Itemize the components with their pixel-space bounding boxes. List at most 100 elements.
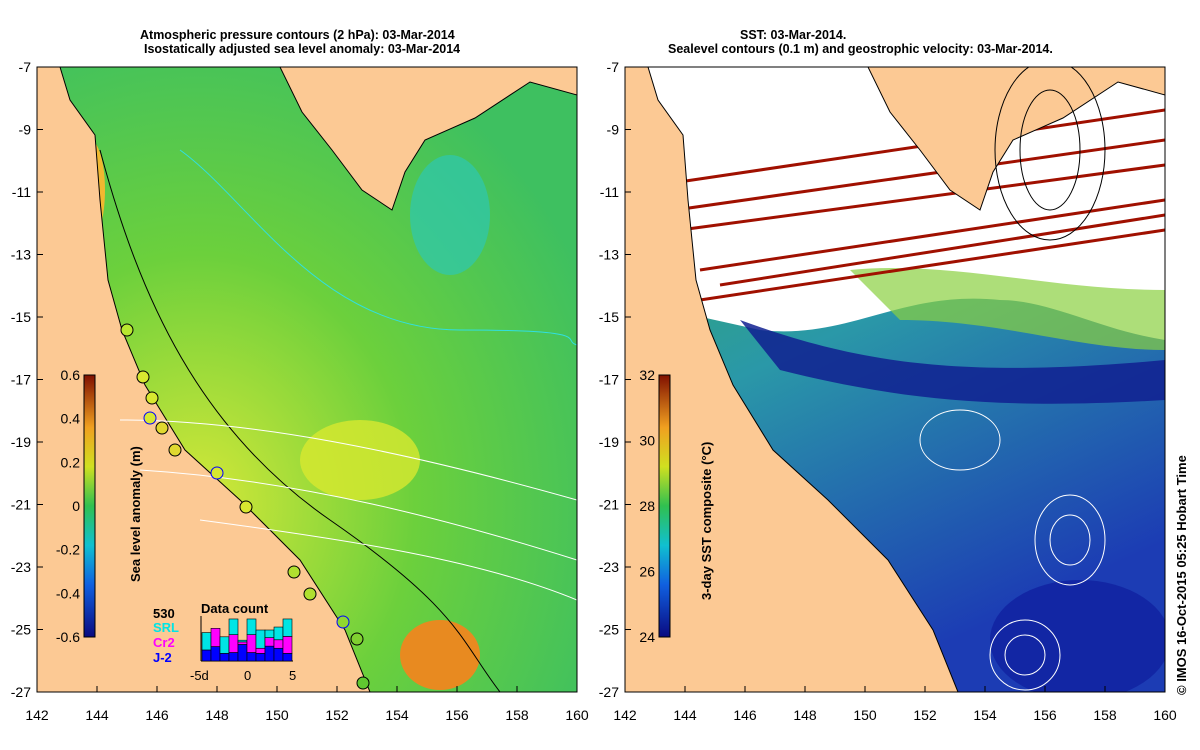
lat-tick-label: -25 [11, 622, 31, 638]
colorbar-tick-label: 30 [639, 433, 655, 449]
lon-tick-label: 156 [1033, 707, 1057, 723]
lat-tick-label: -21 [11, 497, 31, 513]
data-count-bar-Cr2 [264, 637, 275, 647]
colorbar-tick-label: 0.4 [61, 411, 81, 427]
sst-colorbar-label: 3-day SST composite (°C) [699, 442, 714, 600]
lat-tick-label: -9 [19, 122, 32, 138]
data-count-bar-J-2 [282, 653, 293, 662]
lat-tick-label: -17 [599, 372, 619, 388]
lat-tick-label: -27 [599, 684, 619, 700]
data-count-chart [200, 616, 293, 662]
colorbar-tick-label: 0.6 [61, 367, 81, 383]
legend-max-count: 530 [153, 606, 175, 621]
lon-tick-label: 158 [1093, 707, 1117, 723]
data-count-title: Data count [201, 601, 269, 616]
sst-colorbar [658, 374, 671, 638]
lat-tick-label: -13 [599, 247, 619, 263]
colorbar-tick-label: 0 [72, 498, 80, 514]
lat-tick-label: -9 [607, 122, 620, 138]
data-count-bar-J-2 [228, 652, 239, 662]
data-count-bar-J-2 [264, 645, 275, 662]
right-title-line2: Sealevel contours (0.1 m) and geostrophi… [668, 42, 1053, 56]
dc-tick-minus5: -5d [190, 668, 209, 683]
lon-tick-label: 144 [85, 707, 109, 723]
data-count-bar-SRL [282, 618, 293, 637]
lat-tick-label: -15 [599, 309, 619, 325]
lon-tick-label: 160 [565, 707, 589, 723]
lon-tick-label: 142 [613, 707, 637, 723]
lat-tick-label: -23 [599, 559, 619, 575]
colorbar-tick-label: 26 [639, 564, 655, 580]
data-count-bar-SRL [201, 632, 212, 651]
data-count-bar-Cr2 [246, 634, 257, 653]
data-count-bar-SRL [264, 629, 275, 638]
data-count-bar-Cr2 [210, 628, 221, 647]
lon-tick-label: 146 [145, 707, 169, 723]
sst-map [625, 67, 1165, 692]
data-count-bar-SRL [255, 629, 266, 649]
data-count-bar-SRL [237, 639, 248, 643]
lat-tick-label: -11 [12, 184, 31, 200]
data-count-bar-Cr2 [273, 639, 284, 649]
legend-j2: J-2 [153, 650, 172, 665]
sla-colorbar [83, 374, 96, 638]
left-title-line1: Atmospheric pressure contours (2 hPa): 0… [140, 28, 455, 42]
lat-tick-label: -7 [19, 59, 32, 75]
data-count-bar-J-2 [255, 653, 266, 662]
credit-text: © IMOS 16-Oct-2015 05:25 Hobart Time [1174, 455, 1189, 695]
dc-tick-5: 5 [289, 668, 296, 683]
colorbar-tick-label: 24 [639, 629, 655, 645]
data-count-bar-Cr2 [237, 641, 248, 645]
altimeter-tracks [120, 323, 370, 690]
colorbar-tick-label: -0.2 [56, 542, 80, 558]
lon-tick-label: 156 [445, 707, 469, 723]
colorbar-tick-label: -0.4 [56, 585, 80, 601]
lon-tick-label: 144 [673, 707, 697, 723]
sea-level-anomaly-map [37, 67, 577, 692]
lat-tick-label: -19 [599, 434, 619, 450]
lon-tick-label: 146 [733, 707, 757, 723]
colorbar-tick-label: 32 [639, 367, 655, 383]
lon-tick-label: 152 [325, 707, 349, 723]
lat-tick-label: -7 [607, 59, 620, 75]
lon-tick-label: 154 [973, 707, 997, 723]
left-title-line2: Isostatically adjusted sea level anomaly… [144, 42, 461, 56]
data-count-bar-SRL [219, 636, 230, 654]
data-count-bar-J-2 [246, 652, 257, 662]
lon-tick-label: 142 [25, 707, 49, 723]
data-count-bar-Cr2 [255, 647, 266, 654]
data-count-bar-J-2 [219, 653, 230, 662]
data-count-bar-SRL [273, 626, 284, 641]
colorbar-tick-label: -0.6 [56, 629, 80, 645]
lat-tick-label: -17 [11, 372, 31, 388]
lon-tick-label: 148 [205, 707, 229, 723]
legend-cr2: Cr2 [153, 635, 175, 650]
right-title-line1: SST: 03-Mar-2014. [740, 28, 847, 42]
data-count-bar-J-2 [237, 644, 248, 662]
colorbar-tick-label: 28 [639, 498, 655, 514]
data-count-bar-SRL [228, 618, 239, 635]
sla-colorbar-label: Sea level anomaly (m) [128, 446, 143, 582]
lon-tick-label: 158 [505, 707, 529, 723]
lat-tick-label: -19 [11, 434, 31, 450]
data-count-bar-Cr2 [228, 634, 239, 653]
data-count-bar-J-2 [273, 647, 284, 662]
lat-tick-label: -21 [599, 497, 619, 513]
dc-tick-0: 0 [244, 668, 251, 683]
legend-srl: SRL [153, 620, 179, 635]
lat-tick-label: -27 [11, 684, 31, 700]
lon-tick-label: 148 [793, 707, 817, 723]
data-count-bar-J-2 [201, 649, 212, 662]
colorbar-tick-label: 0.2 [61, 454, 81, 470]
lat-tick-label: -25 [599, 622, 619, 638]
data-count-bar-J-2 [210, 646, 221, 662]
lon-tick-label: 150 [853, 707, 877, 723]
data-count-bar-Cr2 [282, 636, 293, 654]
lon-tick-label: 154 [385, 707, 409, 723]
lon-tick-label: 152 [913, 707, 937, 723]
lat-tick-label: -11 [600, 184, 619, 200]
data-count-bar-SRL [246, 618, 257, 635]
lat-tick-label: -15 [11, 309, 31, 325]
lat-tick-label: -23 [11, 559, 31, 575]
